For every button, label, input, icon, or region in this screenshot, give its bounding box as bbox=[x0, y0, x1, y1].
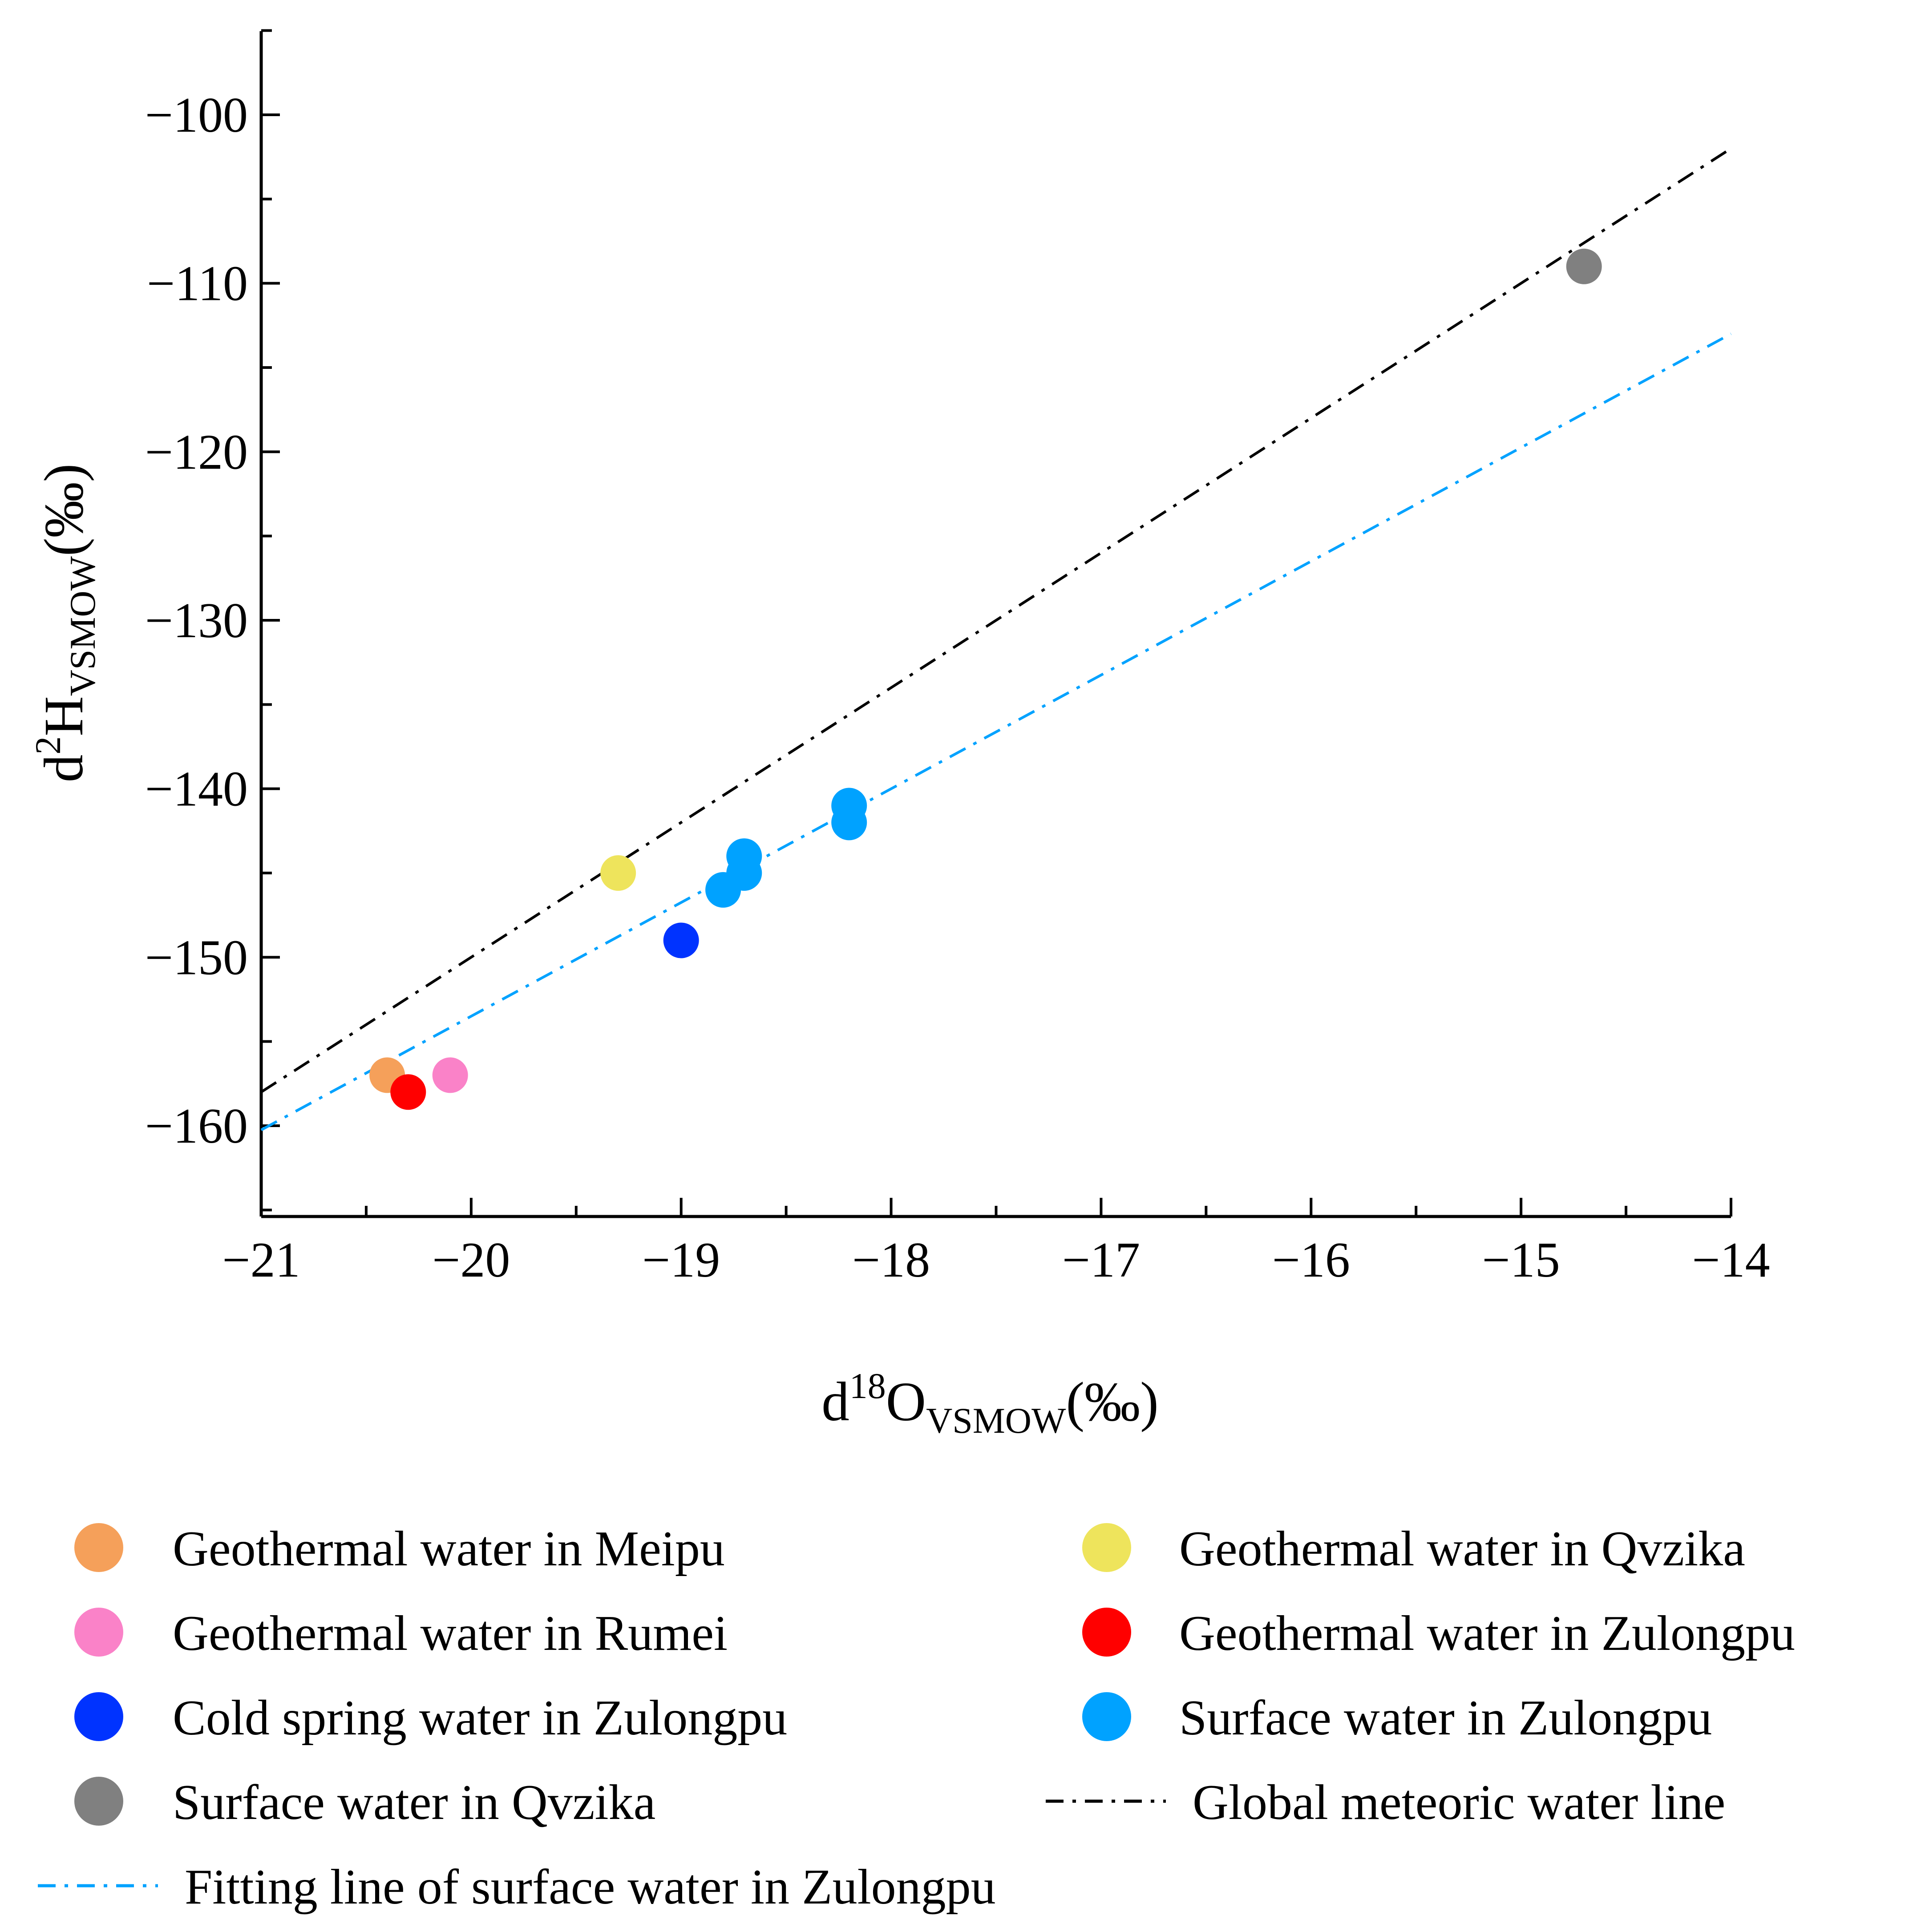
data-point bbox=[600, 855, 636, 891]
y-tick-label: −120 bbox=[145, 424, 248, 480]
legend-marker bbox=[1082, 1523, 1131, 1572]
y-axis-ticks: −160 −150 −140 −130 −120 −110 −100 bbox=[145, 29, 280, 1212]
x-tick-label: −18 bbox=[852, 1233, 930, 1288]
data-point bbox=[831, 804, 867, 841]
x-axis-title-sub: VSMOW bbox=[926, 1400, 1066, 1441]
x-tick-label: −17 bbox=[1062, 1233, 1140, 1288]
legend-marker bbox=[74, 1692, 123, 1741]
legend-label: Geothermal water in Meipu bbox=[173, 1521, 725, 1576]
global-meteoric-water-line bbox=[260, 147, 1732, 1093]
y-axis-title-unit: (‰) bbox=[33, 464, 95, 556]
axes bbox=[259, 31, 1731, 1218]
legend-marker bbox=[74, 1523, 123, 1572]
legend: Geothermal water in Meipu Geothermal wate… bbox=[38, 1521, 1795, 1915]
y-axis-title-sub: VSMOW bbox=[62, 556, 103, 696]
legend-marker bbox=[74, 1777, 123, 1826]
legend-label: Surface water in Zulongpu bbox=[1179, 1690, 1712, 1746]
y-axis-title-main: d bbox=[33, 755, 95, 783]
data-point bbox=[1566, 248, 1602, 284]
x-tick-label: −19 bbox=[642, 1233, 720, 1288]
x-tick-label: −20 bbox=[432, 1233, 510, 1288]
y-tick-label: −130 bbox=[145, 593, 248, 648]
reference-lines bbox=[260, 147, 1732, 1132]
y-tick-label: −150 bbox=[145, 930, 248, 985]
y-axis-title-sup: 2 bbox=[28, 736, 68, 755]
x-tick-label: −14 bbox=[1692, 1233, 1770, 1288]
legend-label: Global meteoric water line bbox=[1193, 1775, 1725, 1830]
legend-marker bbox=[1082, 1692, 1131, 1741]
x-axis-title-main: d bbox=[821, 1371, 849, 1433]
x-tick-label: −21 bbox=[222, 1233, 300, 1288]
fitting-line-surface-water-zulongpu bbox=[260, 332, 1732, 1132]
legend-label: Geothermal water in Rumei bbox=[173, 1606, 728, 1661]
y-axis-title: d2HVSMOW(‰) bbox=[28, 464, 103, 782]
data-point bbox=[663, 922, 699, 958]
y-tick-label: −140 bbox=[145, 762, 248, 817]
data-point bbox=[390, 1074, 426, 1110]
legend-marker bbox=[74, 1608, 123, 1657]
legend-marker bbox=[1082, 1608, 1131, 1657]
legend-label: Geothermal water in Zulongpu bbox=[1179, 1606, 1795, 1661]
x-axis-ticks: −21 −20 −19 −18 −17 −16 −15 −14 bbox=[222, 1198, 1770, 1288]
y-axis-title-letter: H bbox=[33, 696, 95, 736]
data-point bbox=[726, 855, 762, 891]
x-axis-title-unit: (‰) bbox=[1066, 1371, 1158, 1433]
x-axis-title: d18OVSMOW(‰) bbox=[821, 1366, 1158, 1441]
legend-label: Cold spring water in Zulongpu bbox=[173, 1690, 787, 1746]
legend-label: Geothermal water in Qvzika bbox=[1179, 1521, 1745, 1576]
x-tick-label: −16 bbox=[1272, 1233, 1350, 1288]
legend-label: Surface water in Qvzika bbox=[173, 1775, 655, 1830]
data-point bbox=[432, 1057, 468, 1093]
y-tick-label: −160 bbox=[145, 1099, 248, 1154]
data-points bbox=[369, 248, 1602, 1110]
x-axis-title-letter: O bbox=[886, 1371, 926, 1433]
legend-label: Fitting line of surface water in Zulongp… bbox=[185, 1859, 996, 1915]
x-axis-title-sup: 18 bbox=[849, 1366, 886, 1406]
y-tick-label: −100 bbox=[145, 88, 248, 143]
y-tick-label: −110 bbox=[147, 256, 248, 311]
x-tick-label: −15 bbox=[1482, 1233, 1560, 1288]
